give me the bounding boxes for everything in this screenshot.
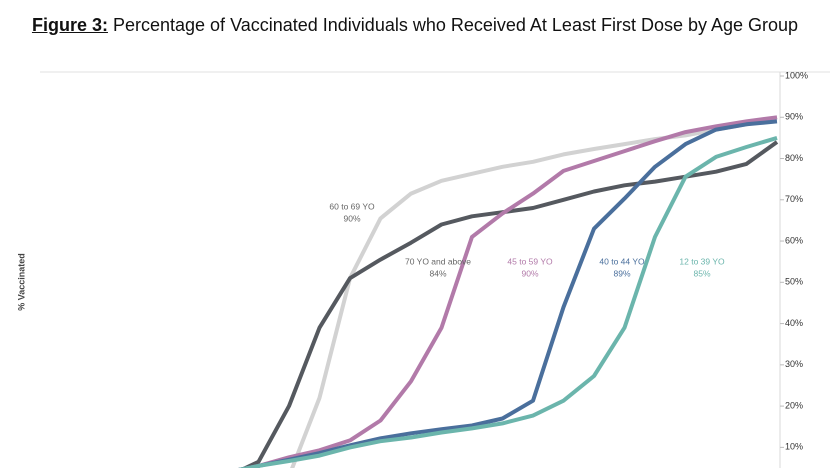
chart-title: Percentage of Vaccinated Individuals who…	[112, 15, 799, 35]
y-tick-label: 100%	[785, 70, 808, 80]
series-label: 12 to 39 YO	[679, 256, 725, 266]
lines	[238, 115, 779, 468]
series-line	[290, 115, 778, 468]
y-axis-label: % Vaccinated	[16, 253, 26, 311]
title-prefix: Figure 3:	[31, 15, 108, 35]
series-label: 60 to 69 YO	[329, 201, 375, 211]
series-label: 40 to 44 YO	[599, 256, 645, 266]
series-annotation: 90%	[521, 268, 538, 278]
y-tick-label: 70%	[785, 194, 803, 204]
series-annotation: 84%	[429, 268, 446, 278]
y-tick-label: 50%	[785, 277, 803, 287]
series-annotation: 85%	[693, 268, 710, 278]
chart-title-block: Figure 3: Percentage of Vaccinated Indiv…	[0, 14, 830, 36]
series-label: 70 YO and above	[405, 256, 471, 266]
y-tick-label: 40%	[785, 318, 803, 328]
series-line	[238, 115, 778, 468]
series-line	[238, 135, 778, 468]
y-tick-label: 30%	[785, 359, 803, 369]
y-tick-label: 60%	[785, 235, 803, 245]
series-annotation: 90%	[343, 213, 360, 223]
y-tick-label: 10%	[785, 442, 803, 452]
series-line	[238, 119, 778, 468]
y-tick-label: 80%	[785, 153, 803, 163]
y-tick-label: 20%	[785, 400, 803, 410]
series-label: 45 to 59 YO	[507, 256, 553, 266]
series-line	[240, 140, 779, 468]
y-tick-label: 90%	[785, 112, 803, 122]
series-annotation: 89%	[613, 268, 630, 278]
